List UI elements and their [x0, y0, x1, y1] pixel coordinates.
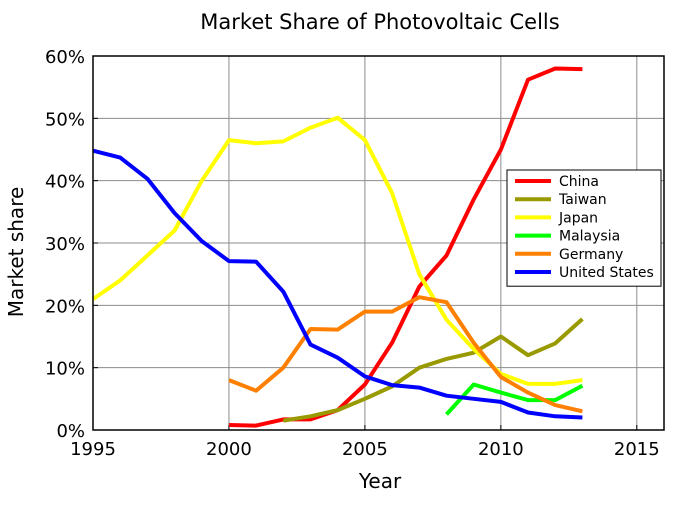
legend: China Taiwan Japan Malaysia Germany United St… [506, 169, 662, 287]
y-tick-label: 40% [45, 172, 85, 193]
legend-box [506, 169, 662, 287]
y-tick-label: 60% [45, 47, 85, 68]
series-line-united-states [92, 148, 583, 420]
y-tick-label: 10% [45, 359, 85, 380]
y-tick-label: 30% [45, 234, 85, 255]
x-tick-label: 2005 [342, 439, 388, 460]
legend-label-taiwan: Taiwan [558, 192, 607, 208]
series-line-taiwan [282, 317, 584, 423]
x-tick-label: 1995 [70, 439, 116, 460]
plot-frame [92, 55, 665, 431]
y-tick-label: 20% [45, 296, 85, 317]
x-tick-label: 2010 [478, 439, 524, 460]
legend-label-malaysia: Malaysia [559, 229, 620, 245]
legend-label-japan: Japan [558, 210, 598, 226]
y-tick-labels: 0% 10% 20% 30% 40% 50% 60% [45, 47, 85, 442]
legend-label-germany: Germany [559, 247, 623, 263]
series-lines [91, 66, 584, 428]
legend-label-united-states: United States [559, 265, 654, 281]
x-tick-label: 2015 [614, 439, 660, 460]
x-axis-label: Year [358, 469, 402, 493]
x-tick-labels: 1995 2000 2005 2010 2015 [70, 439, 660, 460]
y-tick-label: 0% [56, 421, 85, 442]
x-tick-label: 2000 [206, 439, 252, 460]
series-line-germany [228, 295, 583, 414]
series-line-malaysia [445, 382, 584, 416]
chart-title: Market Share of Photovoltaic Cells [200, 10, 559, 34]
legend-label-china: China [559, 174, 599, 190]
y-tick-label: 50% [45, 109, 85, 130]
y-axis-label: Market share [4, 187, 28, 318]
